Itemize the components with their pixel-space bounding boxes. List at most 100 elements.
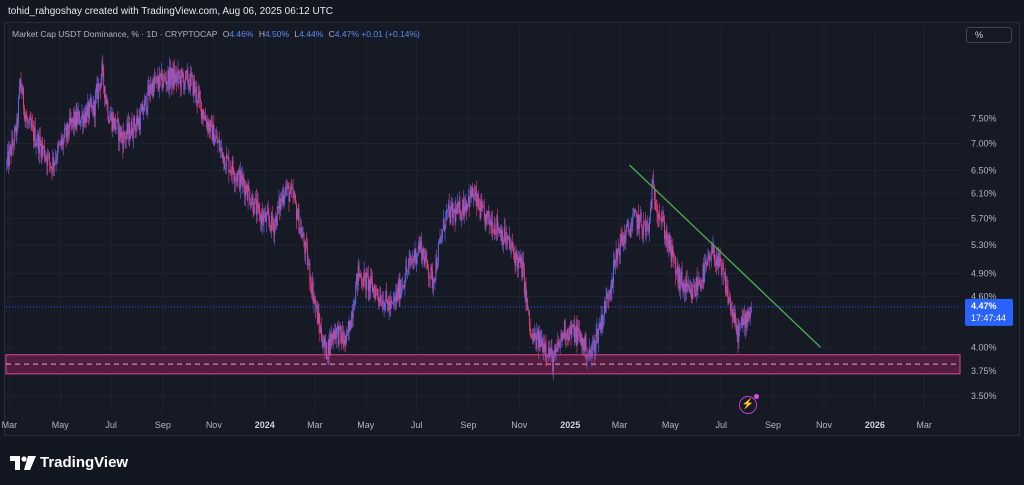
replay-lightning-icon[interactable]: ⚡ xyxy=(739,394,759,414)
candle-body xyxy=(370,276,372,289)
candle-body xyxy=(33,126,34,141)
candle-body xyxy=(522,261,524,278)
candle-body xyxy=(608,298,610,300)
candle-body xyxy=(392,300,394,303)
candle-body xyxy=(508,235,509,240)
candle-body xyxy=(569,325,571,329)
candle-body xyxy=(196,100,198,103)
candle-body xyxy=(452,203,453,218)
candle-body xyxy=(37,134,39,144)
candle-body xyxy=(593,340,595,344)
candle-body xyxy=(581,337,583,345)
candle-body xyxy=(215,136,217,138)
candle-body xyxy=(538,330,539,349)
legend-high-label: H xyxy=(258,29,265,39)
candle-body xyxy=(296,217,298,220)
candle-body xyxy=(525,282,527,301)
tradingview-logo[interactable]: TradingView xyxy=(10,454,128,471)
candle-body xyxy=(345,335,347,343)
candle-body xyxy=(683,282,685,292)
candle-body xyxy=(711,250,713,253)
candle-body xyxy=(113,116,115,129)
candle-body xyxy=(440,238,442,239)
candle-body xyxy=(563,320,565,339)
candle-body xyxy=(656,210,658,213)
candle-body xyxy=(295,195,297,204)
candle-body xyxy=(235,178,236,182)
candle-body xyxy=(123,131,125,149)
candle-body xyxy=(544,343,546,352)
candle-body xyxy=(405,267,407,282)
candle-body xyxy=(523,268,525,295)
candle-body xyxy=(719,257,721,267)
candle-body xyxy=(254,198,256,214)
candle-body xyxy=(60,140,62,146)
candle-body xyxy=(455,207,457,222)
candle-body xyxy=(573,324,575,328)
candle-body xyxy=(568,336,570,341)
x-tick-label: Jul xyxy=(411,420,423,430)
candle-body xyxy=(120,132,122,139)
candle-body xyxy=(663,216,665,221)
candle-body xyxy=(134,127,136,131)
candle-body xyxy=(446,210,448,212)
candle-body xyxy=(572,324,574,328)
candle-body xyxy=(73,111,75,127)
candle-body xyxy=(547,356,549,358)
candle-body xyxy=(96,84,98,92)
candle-body xyxy=(724,273,726,275)
candle-body xyxy=(267,210,269,215)
candle-body xyxy=(311,283,312,294)
candle-body xyxy=(395,292,397,302)
candle-body xyxy=(101,63,103,79)
candle-body xyxy=(283,197,285,203)
candle-body xyxy=(266,210,268,215)
candle-body xyxy=(218,140,220,143)
candle-body xyxy=(685,280,687,293)
candle-body xyxy=(94,95,96,117)
candle-body xyxy=(10,146,12,156)
candle-body xyxy=(185,71,187,73)
candle-body xyxy=(578,328,580,331)
candle-body xyxy=(177,70,179,76)
candle-body xyxy=(231,161,233,175)
candle-body xyxy=(262,212,264,222)
candle-body xyxy=(386,298,388,305)
candle-body xyxy=(601,315,603,330)
candle-body xyxy=(727,286,729,304)
candle-body xyxy=(229,170,231,173)
candle-body xyxy=(232,161,234,172)
candle-body xyxy=(168,71,170,89)
candle-body xyxy=(184,71,186,84)
candle-body xyxy=(371,276,373,282)
candle-body xyxy=(480,201,482,218)
candle-body xyxy=(533,333,534,342)
candle-body xyxy=(425,251,427,258)
candle-body xyxy=(182,74,184,79)
symbol-legend[interactable]: Market Cap USDT Dominance, % · 1D · CRYP… xyxy=(12,29,420,43)
candle-body xyxy=(462,199,464,214)
candle-body xyxy=(83,115,85,127)
candle-body xyxy=(419,242,421,250)
candle-body xyxy=(367,275,369,292)
candle-body xyxy=(556,347,558,350)
price-chart[interactable]: 7.50% 7.00% 6.50% 6.10% 5.70% 5.30% 4.90% 4.60%… xyxy=(0,0,1024,436)
candle-body xyxy=(628,222,630,230)
candle-body xyxy=(315,300,317,308)
candle-body xyxy=(170,77,172,85)
candle-body xyxy=(482,205,484,209)
candle-body xyxy=(411,262,413,264)
candle-body xyxy=(304,244,306,255)
candle-body xyxy=(738,327,740,343)
candle-body xyxy=(428,277,430,278)
candle-body xyxy=(270,224,272,232)
candle-body xyxy=(127,123,129,135)
candle-body xyxy=(93,101,95,115)
candle-body xyxy=(330,335,332,346)
candle-body xyxy=(447,204,449,210)
candle-body xyxy=(194,81,196,94)
percent-scale-button[interactable]: % xyxy=(966,27,1012,43)
candle-body xyxy=(552,351,554,371)
candle-body xyxy=(64,128,66,130)
candle-body xyxy=(617,248,619,260)
